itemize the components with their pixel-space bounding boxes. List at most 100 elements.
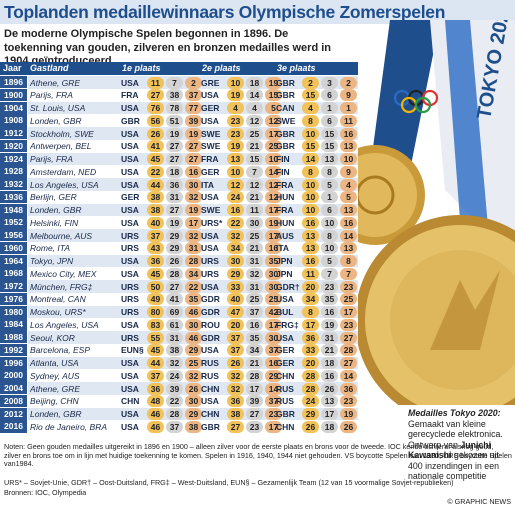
country: URS [201, 268, 219, 279]
medal-count: 15 [302, 140, 319, 153]
host: Parijs, FRA [30, 154, 73, 164]
medal-count: 4 [246, 102, 263, 114]
medal-count: 40 [147, 216, 164, 229]
medal-count: 35 [265, 255, 282, 267]
medal-count: 34 [302, 293, 319, 306]
medal-count: 13 [302, 229, 319, 242]
medal-count: 38 [227, 408, 244, 420]
country: USA [121, 179, 139, 190]
medal-count: 12 [265, 178, 282, 191]
medal-count: 8 [340, 255, 357, 267]
host: Rio de Janeiro, BRA [30, 421, 108, 432]
medal-count: 12 [227, 178, 244, 191]
medal-count: 19 [227, 140, 244, 153]
country: RUS [276, 383, 294, 394]
medal-illustration: TOKYO 2020 [350, 20, 515, 405]
medal-count: 46 [147, 420, 164, 433]
medal-count: 8 [302, 306, 319, 318]
country: GER [276, 358, 295, 368]
country: CHN [276, 370, 295, 381]
medal-count: 22 [166, 395, 183, 408]
medal-count: 51 [166, 114, 183, 127]
host: Athene, GRE [30, 383, 81, 394]
medal-count: 13 [340, 140, 357, 153]
medal-count: 11 [340, 114, 357, 127]
medal-count: 37 [265, 344, 282, 357]
medal-count: 10 [227, 76, 244, 89]
medal-count: 30 [185, 318, 202, 331]
medal-count: 28 [166, 267, 183, 280]
year: 1968 [0, 267, 27, 280]
medal-count: 38 [166, 89, 183, 102]
medal-count: 29 [185, 344, 202, 357]
medal-count: 5 [340, 191, 357, 204]
medal-count: 14 [265, 382, 282, 395]
country: GDR [201, 307, 220, 317]
host: Melbourne, AUS [30, 230, 93, 241]
medal-count: 16 [265, 242, 282, 255]
host: Montreal, CAN [30, 294, 86, 305]
medal-count: 46 [185, 306, 202, 318]
medal-count: 80 [147, 306, 164, 318]
host: Los Angeles, USA [30, 319, 99, 330]
medal-count: 14 [246, 89, 263, 102]
medal-count: 1 [340, 102, 357, 114]
medal-count: 24 [166, 369, 183, 382]
country: GBR [276, 90, 295, 101]
medal-count: 44 [147, 357, 164, 369]
medal-count: 17 [265, 420, 282, 433]
medal-count: 11 [147, 76, 164, 89]
country: URS [121, 230, 139, 241]
country: USA [121, 268, 139, 279]
country: FRA [276, 179, 294, 190]
country: USA [201, 345, 219, 356]
country: GER [201, 103, 220, 113]
medal-count: 17 [302, 318, 319, 331]
host: München, FRG‡ [30, 281, 93, 292]
medal-count: 27 [340, 357, 357, 369]
medal-count: 33 [227, 280, 244, 293]
column-header: 3e plaats [277, 63, 316, 73]
country: HUN [276, 192, 295, 203]
country: URS [121, 243, 139, 254]
host: Sydney, AUS [30, 370, 80, 381]
medal-count: 8 [302, 114, 319, 127]
medal-count: 16 [340, 127, 357, 140]
medal-count: 21 [246, 140, 263, 153]
medal-count: 77 [185, 102, 202, 114]
host: Mexico City, MEX [30, 268, 97, 279]
country: RUS [201, 358, 219, 368]
medal-count: 39 [246, 395, 263, 408]
year: 1992 [0, 343, 27, 356]
country: USA [201, 243, 219, 254]
medal-count: 32 [185, 229, 202, 242]
year: 1936 [0, 190, 27, 203]
medal-count: 45 [147, 153, 164, 165]
medal-count: 26 [302, 420, 319, 433]
country: CHN [121, 396, 140, 407]
medal-count: 12 [265, 191, 282, 204]
host: Atlanta, USA [30, 358, 79, 368]
medal-count: 10 [227, 165, 244, 178]
country: FRG‡ [276, 319, 299, 330]
country: SWE [276, 115, 296, 126]
medal-count: 27 [166, 204, 183, 216]
country: USA [121, 166, 139, 177]
country: USA [201, 281, 219, 292]
year: 2000 [0, 369, 27, 382]
medal-count: 6 [321, 114, 338, 127]
medal-count: 19 [321, 318, 338, 331]
medal-count: 36 [227, 395, 244, 408]
year: 1920 [0, 139, 27, 152]
medal-count: 29 [302, 408, 319, 420]
medal-count: 20 [302, 280, 319, 293]
medal-count: 17 [185, 216, 202, 229]
country: URS [121, 332, 139, 343]
medal-count: 27 [166, 280, 183, 293]
medal-count: 5 [265, 102, 282, 114]
medal-count: 32 [166, 357, 183, 369]
country: ROU [201, 319, 220, 330]
medal-count: 4 [340, 178, 357, 191]
country: USA [121, 205, 139, 215]
medal-count: 31 [321, 331, 338, 344]
